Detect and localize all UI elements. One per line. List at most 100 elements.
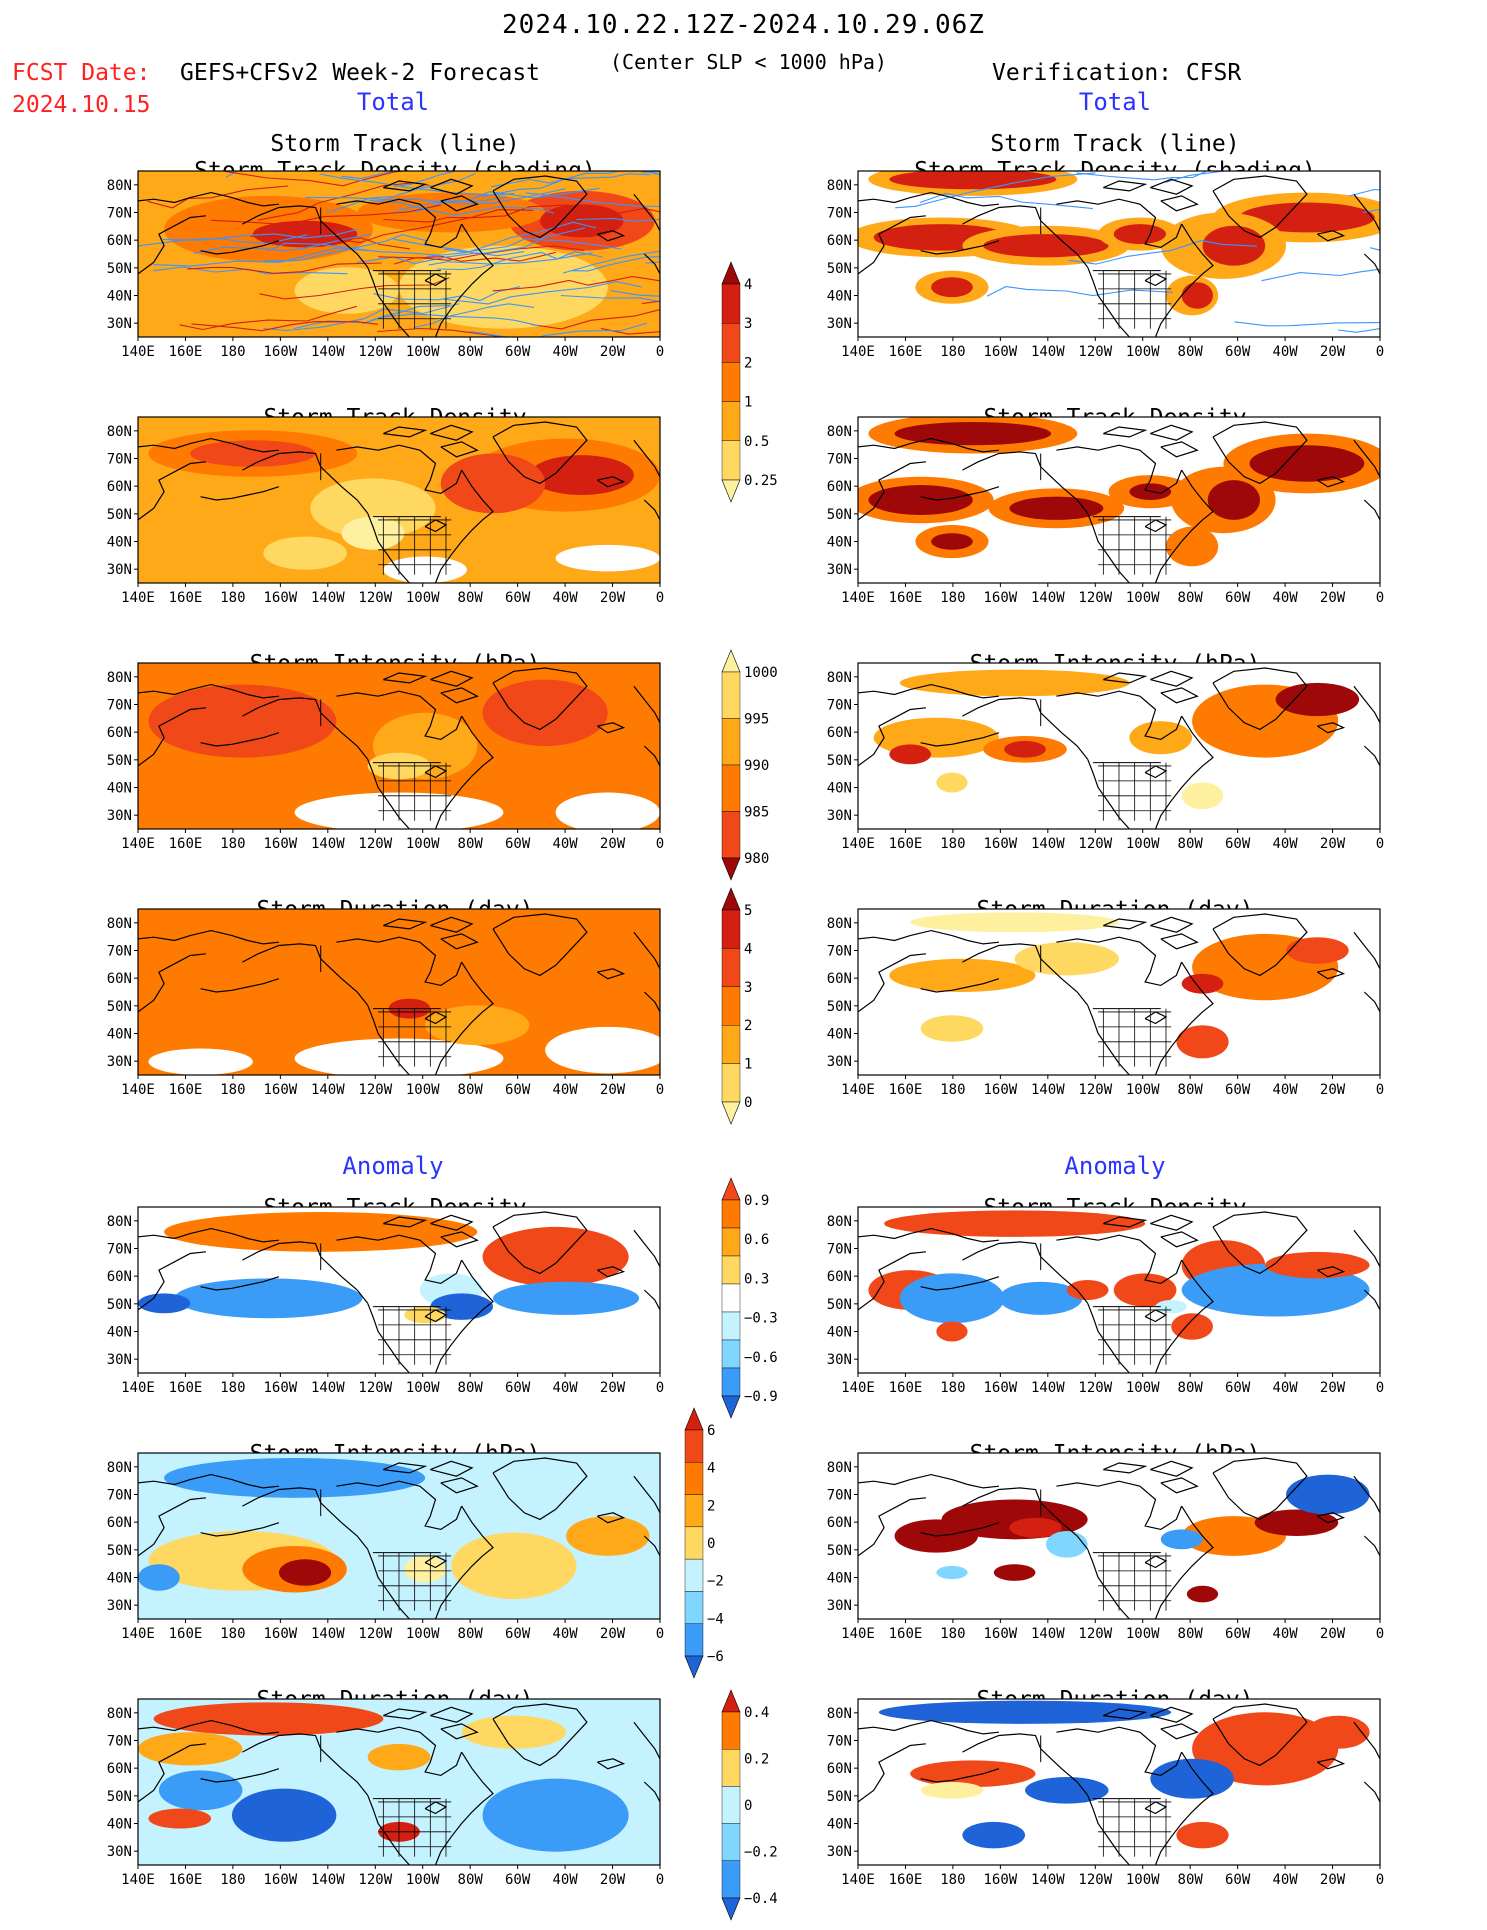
lon-label: 80W bbox=[1178, 1380, 1204, 1396]
coastline bbox=[1363, 499, 1380, 521]
coastline bbox=[1056, 444, 1183, 495]
lon-label: 140E bbox=[841, 344, 875, 360]
colorbar-label: −6 bbox=[707, 1649, 724, 1665]
coastline bbox=[643, 1535, 660, 1557]
lon-label: 140W bbox=[311, 590, 345, 606]
lat-label: 40N bbox=[107, 1571, 132, 1587]
lat-label: 60N bbox=[107, 479, 132, 495]
colorbar-label: 980 bbox=[744, 851, 769, 867]
storm-track-line bbox=[1076, 171, 1208, 181]
coastline bbox=[242, 205, 369, 268]
storm-track-line bbox=[179, 305, 357, 331]
lat-label: 70N bbox=[827, 1488, 852, 1504]
coastline bbox=[962, 1241, 1089, 1304]
lat-label: 80N bbox=[827, 424, 852, 440]
shading-region bbox=[148, 684, 337, 758]
colorbar-canvas: 0.4 0.2 0 −0.2 −0.4 bbox=[721, 1689, 778, 1921]
lat-label: 40N bbox=[107, 1325, 132, 1341]
map-canvas: 80N 70N 60N 50N 40N 30N 140E 160E 180 160W 140W 120… bbox=[827, 170, 1384, 360]
lon-label: 80W bbox=[1178, 1626, 1204, 1642]
colorbar-swatch bbox=[721, 1749, 741, 1787]
colorbar-swatch bbox=[721, 1227, 741, 1257]
colorbar-label: −0.3 bbox=[744, 1311, 778, 1327]
lat-label: 50N bbox=[107, 999, 132, 1015]
lon-label: 180 bbox=[940, 344, 965, 360]
lon-label: 40W bbox=[552, 1380, 578, 1396]
colorbar-anom-density: 0.9 0.6 0.3 −0.3 −0.6 −0.9 bbox=[721, 1177, 802, 1428]
lat-label: 80N bbox=[827, 1214, 852, 1230]
lat-label: 30N bbox=[827, 562, 852, 578]
map-canvas: 80N 70N 60N 50N 40N 30N 140E 160E 180 160W 140W 120… bbox=[107, 908, 664, 1098]
shading-region bbox=[138, 1293, 191, 1314]
lon-label: 120W bbox=[1078, 1380, 1112, 1396]
lon-label: 160W bbox=[984, 1082, 1018, 1098]
storm-track-line bbox=[428, 251, 603, 266]
shading-region bbox=[440, 453, 546, 514]
lon-label: 140E bbox=[841, 836, 875, 852]
map-duration-verification: 80N 70N 60N 50N 40N 30N 140E 160E 180 160W 140W 120… bbox=[810, 900, 1390, 1100]
lon-label: 40W bbox=[552, 1872, 578, 1888]
map-canvas: 80N 70N 60N 50N 40N 30N 140E 160E 180 160W 140W 120… bbox=[827, 416, 1384, 606]
colorbar-label: 995 bbox=[744, 712, 769, 728]
colorbar-label: −0.9 bbox=[744, 1389, 778, 1405]
lon-label: 20W bbox=[1320, 590, 1346, 606]
lon-label: 120W bbox=[1078, 1872, 1112, 1888]
shading-region bbox=[910, 912, 1119, 933]
colorbar-label: 0.2 bbox=[744, 1752, 769, 1768]
storm-track-line bbox=[525, 192, 660, 208]
lon-label: 180 bbox=[940, 1872, 965, 1888]
lon-label: 160E bbox=[169, 344, 203, 360]
shading-region bbox=[164, 1211, 478, 1252]
storm-track-line bbox=[162, 228, 359, 241]
shading-region bbox=[158, 1770, 243, 1811]
lon-label: 120W bbox=[1078, 836, 1112, 852]
colorbar-total-density: 4 3 2 1 0.5 0.25 bbox=[721, 261, 802, 512]
lon-label: 100W bbox=[1126, 836, 1160, 852]
lon-label: 0 bbox=[656, 1872, 664, 1888]
map-intensity-verification: 80N 70N 60N 50N 40N 30N 140E 160E 180 160W 140W 120… bbox=[810, 654, 1390, 854]
coastline bbox=[1317, 1266, 1346, 1278]
country-border bbox=[320, 207, 441, 272]
shading-region bbox=[138, 1564, 180, 1591]
lat-label: 70N bbox=[107, 1488, 132, 1504]
map-canvas: 80N 70N 60N 50N 40N 30N 140E 160E 180 160W 140W 120… bbox=[107, 1206, 664, 1396]
coastline bbox=[492, 1457, 588, 1521]
shading-region bbox=[899, 1273, 1005, 1324]
shading-region bbox=[461, 1715, 567, 1749]
lat-label: 30N bbox=[107, 808, 132, 824]
lon-label: 80W bbox=[458, 1082, 484, 1098]
coastline bbox=[440, 1723, 479, 1740]
lon-label: 60W bbox=[1225, 590, 1251, 606]
storm-track-line bbox=[398, 187, 600, 211]
storm-track-line bbox=[293, 304, 450, 330]
map-intensity-forecast: 80N 70N 60N 50N 40N 30N 140E 160E 180 160W 140W 120… bbox=[90, 654, 670, 854]
lat-label: 40N bbox=[827, 781, 852, 797]
coastline bbox=[336, 1234, 463, 1285]
lon-label: 180 bbox=[220, 1872, 245, 1888]
country-border bbox=[320, 1243, 441, 1308]
map-frame bbox=[137, 662, 661, 830]
coastline bbox=[430, 1706, 474, 1723]
shading-region bbox=[529, 455, 634, 496]
lon-label: 140E bbox=[121, 1872, 155, 1888]
lon-label: 20W bbox=[600, 1380, 626, 1396]
shading-region bbox=[367, 1743, 431, 1771]
map-frame bbox=[857, 416, 1381, 584]
coastline bbox=[336, 198, 463, 249]
colorbar-swatch bbox=[721, 1786, 741, 1824]
shading-region bbox=[482, 1778, 629, 1852]
lat-label: 70N bbox=[827, 1242, 852, 1258]
coastline bbox=[858, 1497, 926, 1557]
coastline bbox=[633, 193, 660, 232]
shading-region bbox=[1286, 1474, 1370, 1515]
coastline bbox=[1353, 1475, 1380, 1514]
lon-label: 40W bbox=[1272, 1082, 1298, 1098]
lat-label: 30N bbox=[107, 316, 132, 332]
shading-region bbox=[1009, 1517, 1062, 1538]
coastline bbox=[858, 1473, 999, 1489]
lon-label: 160W bbox=[984, 590, 1018, 606]
lon-label: 160W bbox=[264, 590, 298, 606]
coastline bbox=[1212, 1703, 1308, 1767]
coastline bbox=[1363, 745, 1380, 767]
coastline bbox=[492, 913, 588, 977]
